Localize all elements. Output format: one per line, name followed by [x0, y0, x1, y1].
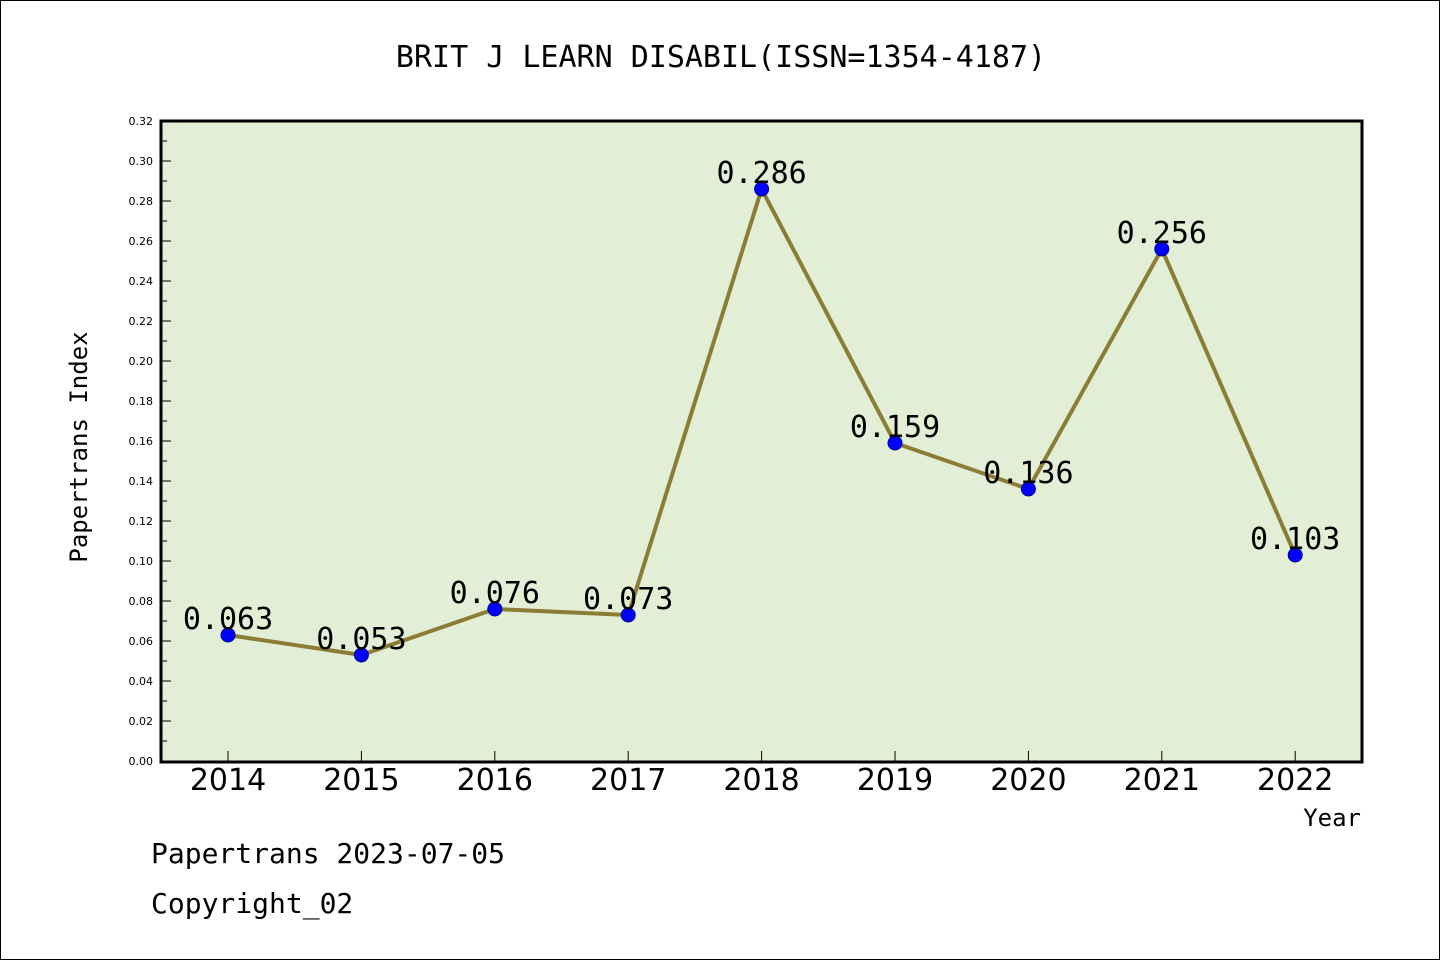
y-tick-label: 0.18 [129, 395, 154, 408]
data-point [1154, 241, 1170, 257]
data-label: 0.076 [450, 576, 540, 611]
y-tick-label: 0.08 [129, 595, 154, 608]
y-tick-label: 0.26 [129, 235, 154, 248]
footer-date: Papertrans 2023-07-05 [151, 837, 506, 870]
series-line-group: 0.063 0.053 0.076 0.073 0.286 0.159 0.136 0.256… [183, 156, 1340, 663]
x-tick-label: 2021 [1124, 763, 1200, 798]
data-point [1020, 481, 1036, 497]
data-point [487, 601, 503, 617]
y-tick-label: 0.14 [129, 475, 154, 488]
y-tick-label: 0.02 [129, 715, 154, 728]
x-tick-label: 2018 [723, 763, 799, 798]
y-axis-label: Papertrans Index [65, 331, 93, 562]
y-tick-label: 0.24 [129, 275, 154, 288]
y-tick-label: 0.04 [129, 675, 154, 688]
chart-title: BRIT J LEARN DISABIL(ISSN=1354-4187) [396, 40, 1046, 75]
data-label: 0.053 [316, 622, 406, 657]
y-tick-label: 0.28 [129, 195, 154, 208]
x-axis-label: Year [1303, 804, 1361, 832]
y-tick-label: 0.10 [129, 555, 154, 568]
data-label: 0.063 [183, 602, 273, 637]
data-point [620, 607, 636, 623]
x-tick-label: 2014 [190, 763, 266, 798]
y-tick-label: 0.16 [129, 435, 154, 448]
data-label: 0.286 [716, 156, 806, 191]
data-point [754, 181, 770, 197]
data-label: 0.159 [850, 410, 940, 445]
data-label: 0.103 [1250, 522, 1340, 557]
y-tick-label: 0.00 [129, 755, 154, 768]
data-point [887, 435, 903, 451]
y-axis: 0.00 0.02 0.04 0.06 0.08 0.10 0.12 0.14 0.16 0.18… [129, 115, 171, 768]
data-label: 0.256 [1117, 216, 1207, 251]
x-tick-label: 2022 [1257, 763, 1333, 798]
data-label: 0.136 [983, 456, 1073, 491]
x-tick-label: 2019 [857, 763, 933, 798]
x-tick-label: 2016 [457, 763, 533, 798]
y-tick-label: 0.22 [129, 315, 154, 328]
data-label: 0.073 [583, 582, 673, 617]
x-tick-label: 2020 [990, 763, 1066, 798]
x-tick-label: 2017 [590, 763, 666, 798]
y-tick-label: 0.30 [129, 155, 154, 168]
footer-copyright: Copyright_02 [151, 887, 354, 920]
y-tick-label: 0.20 [129, 355, 154, 368]
data-point [1287, 547, 1303, 563]
plot-border [159, 119, 1364, 764]
x-axis: 2014 2015 2016 2017 2018 2019 2020 2021 2022 [190, 751, 1333, 798]
y-tick-label: 0.32 [129, 115, 154, 128]
y-tick-label: 0.12 [129, 515, 154, 528]
x-tick-label: 2015 [323, 763, 399, 798]
y-tick-label: 0.06 [129, 635, 154, 648]
data-point [353, 647, 369, 663]
data-point [220, 627, 236, 643]
